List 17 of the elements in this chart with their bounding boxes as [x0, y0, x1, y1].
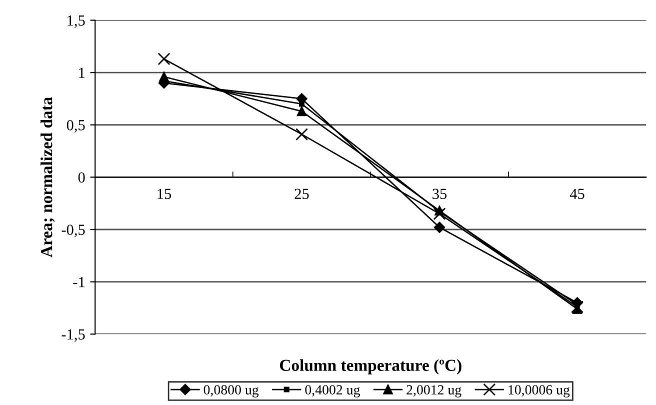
- y-tick-label: 1: [79, 68, 84, 78]
- x-tick-label: 15: [158, 188, 172, 200]
- x-tick-label: 25: [294, 188, 309, 200]
- legend-label: 0,0800 ug: [204, 385, 259, 398]
- legend-label: 10,0006 ug: [508, 385, 570, 398]
- y-tick-label: 0: [78, 172, 85, 183]
- x-axis-title: Column temperature (ºC): [280, 359, 462, 374]
- legend-label: 0,4002 ug: [305, 385, 360, 398]
- y-tick-label: -1,5: [62, 329, 85, 342]
- y-tick-label: 1,5: [68, 15, 85, 28]
- x-tick-label: 35: [432, 188, 447, 200]
- legend-label: 2,0012 ug: [406, 385, 462, 398]
- y-axis-title: Area; normalized data: [40, 97, 55, 258]
- y-tick-label: -1: [73, 277, 84, 288]
- y-tick-label: -0,5: [62, 224, 85, 238]
- x-tick-label: 45: [570, 188, 584, 200]
- y-tick-label: 0,5: [66, 120, 85, 133]
